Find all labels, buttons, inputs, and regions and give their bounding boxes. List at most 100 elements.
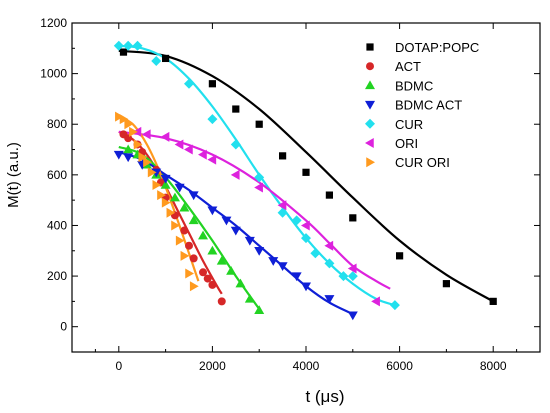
data-point-ori [207,154,217,165]
plot-frame [71,22,541,353]
legend-marker-cur [365,118,375,129]
legend-marker-ori [365,138,374,148]
data-point-cur [132,40,143,51]
legend-marker-dotap-popc [366,43,374,51]
data-point-bdmc [216,255,227,265]
data-point-act [180,226,189,235]
data-point-dotap-popc [442,280,450,288]
data-point-dotap-popc [349,214,357,222]
legend-marker-act [366,62,374,71]
data-point-ori [160,131,170,142]
data-point-bdmc [179,202,190,212]
data-point-dotap-popc [489,297,497,305]
data-point-cur-ori [180,250,190,261]
data-point-dotap-popc [396,252,404,260]
data-point-cur-ori [185,268,194,279]
data-point-ori [277,200,287,211]
data-point-cur-ori [115,111,124,122]
y-tick-label: 800 [47,117,67,131]
y-tick-label: 1000 [40,67,67,81]
data-point-bdmc-act [324,295,335,304]
data-point-bdmc-act [188,191,199,201]
data-point-cur-ori [175,235,185,246]
data-point-cur [123,40,134,51]
data-point-cur-ori [147,167,157,178]
data-point-cur [277,207,288,218]
data-point-dotap-popc [119,48,128,56]
data-point-act [199,268,208,277]
x-tick-label: 4000 [293,359,320,373]
data-point-bdmc [188,215,199,225]
legend-label-bdmc: BDMC [395,78,433,93]
fit-curve-ori [118,130,391,290]
data-point-cur [389,300,400,311]
data-point-cur [310,248,321,259]
data-point-bdmc-act [301,282,311,292]
data-point-act [185,241,193,250]
y-tick-label: 0 [60,320,67,334]
data-point-ori [198,149,207,160]
data-point-cur-ori [133,139,143,150]
data-point-cur-ori [119,114,129,125]
data-point-bdmc-act [277,262,288,271]
data-point-cur-ori [161,197,171,208]
axes: 0 2000 4000 6000 8000 0 200 400 600 800 1000 1200 [40,16,541,373]
legend-marker-cur-ori [366,157,375,168]
data-point-bdmc-act [160,174,171,184]
data-point-bdmc-act [221,216,232,226]
data-point-cur-ori [152,179,162,190]
x-tick-label: 6000 [386,359,413,373]
data-point-cur [230,139,241,150]
data-point-cur-ori [143,157,152,168]
y-tick-label: 400 [47,218,67,232]
data-point-ori [371,296,380,307]
x-tick-label: 0 [115,359,122,373]
legend-label-bdmc-act: BDMC ACT [395,98,462,113]
data-point-ori [254,182,263,193]
data-point-dotap-popc [208,80,216,88]
y-tick-label: 200 [47,269,67,283]
data-point-ori [141,129,151,140]
data-point-dotap-popc [325,191,333,199]
data-point-bdmc-act [254,247,265,256]
data-point-cur [113,40,124,51]
legend-marker-bdmc [365,80,375,90]
data-point-dotap-popc [255,120,263,128]
data-point-cur-ori [129,126,138,137]
data-point-ori [347,263,357,274]
data-point-cur-ori [138,152,148,163]
data-point-dotap-popc [232,105,240,113]
fit-curve-dotap-popc [118,49,494,303]
data-point-bdmc [226,266,237,275]
data-point-ori [324,240,334,251]
data-point-act [208,280,217,289]
data-point-dotap-popc [162,54,170,63]
data-point-ori [184,144,193,155]
data-point-ori [174,139,184,150]
data-point-cur [324,258,335,269]
data-point-bdmc [160,179,171,189]
data-point-cur-ori [124,119,134,130]
data-point-bdmc-act [113,150,124,160]
data-point-cur [338,271,349,282]
legend-label-cur-ori: CUR ORI [395,155,450,170]
legend: DOTAP:POPC ACT BDMC BDMC ACT CUR ORI CUR ORI [365,40,479,170]
data-point-act [189,254,198,263]
data-point-bdmc [169,192,180,202]
data-point-ori [301,220,310,231]
data-point-bdmc-act [268,257,279,266]
data-point-bdmc [198,230,209,240]
x-tick-label: 8000 [480,359,507,373]
data-point-bdmc-act [207,206,218,216]
data-point-cur-ori [157,190,166,201]
data-point-bdmc-act [174,183,185,193]
data-point-cur-ori [171,220,180,231]
legend-marker-bdmc-act [365,100,375,110]
data-point-cur [151,55,162,66]
data-point-dotap-popc [302,168,310,176]
y-tick-label: 600 [47,168,67,182]
data-point-bdmc [254,305,265,314]
y-axis-label: M(t) (a.u.) [5,142,22,208]
data-point-cur [184,78,194,89]
data-point-cur [301,233,311,244]
